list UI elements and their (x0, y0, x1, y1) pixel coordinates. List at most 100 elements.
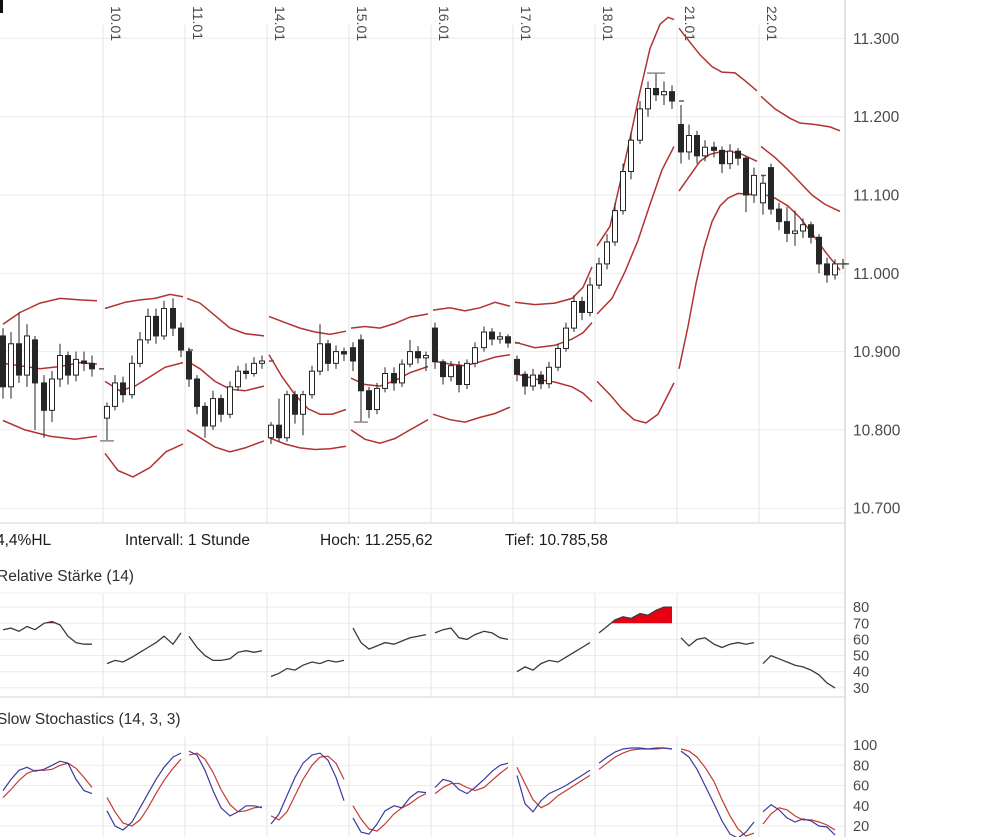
x-axis-date-label: 17.01 (518, 6, 534, 41)
candle (711, 146, 717, 151)
x-axis-date-label: 10.01 (108, 6, 124, 41)
candle (776, 208, 782, 223)
stoch-d-line (270, 755, 345, 821)
bollinger-band-u (596, 16, 675, 247)
tick-label: 80 (853, 600, 869, 616)
stoch-k-line (188, 750, 263, 817)
bollinger-band-u (186, 297, 265, 337)
bollinger-band-m (514, 322, 593, 349)
candle (276, 424, 282, 439)
candle (604, 241, 610, 265)
candle (538, 374, 544, 385)
tick-label: 20 (853, 819, 869, 835)
stoch-d-line (352, 793, 427, 832)
candle (210, 398, 216, 427)
candle (202, 405, 208, 427)
candle (792, 230, 798, 234)
bollinger-band-m (268, 354, 347, 415)
x-axis-date-label: 16.01 (436, 6, 452, 41)
candle (309, 370, 315, 396)
tick-label: 10.800 (853, 422, 901, 439)
stoch-d-line (188, 752, 263, 813)
candle (579, 300, 585, 313)
candle (637, 108, 643, 141)
candle (366, 390, 372, 411)
window-edge-artifact (0, 0, 3, 13)
candle (32, 339, 38, 384)
bollinger-band-m (596, 146, 675, 315)
tick-label: 10.900 (853, 344, 901, 361)
percent-hl-label: 4,4%HL (0, 532, 52, 549)
candle (145, 315, 151, 341)
candle (81, 360, 87, 364)
tick-label: 30 (853, 681, 869, 697)
candle (218, 398, 224, 415)
candle (317, 343, 323, 372)
candle (481, 331, 487, 349)
bollinger-band-l (760, 192, 841, 271)
candle (16, 343, 22, 376)
candle (399, 363, 405, 384)
stoch-k-line (680, 750, 755, 837)
tick-label: 40 (853, 799, 869, 815)
candle (104, 405, 110, 419)
candle (57, 355, 63, 380)
candle (382, 373, 388, 389)
candle (563, 327, 569, 349)
candle (816, 236, 822, 265)
candle (743, 157, 749, 196)
candle (268, 424, 274, 439)
candle (89, 362, 95, 370)
candle (358, 339, 364, 392)
candle (161, 308, 167, 337)
candle (423, 355, 429, 359)
candle (719, 149, 725, 165)
candle (653, 88, 659, 96)
candle (112, 382, 118, 407)
candle (8, 343, 14, 388)
candle (129, 362, 135, 396)
rsi-overbought-fill (44, 607, 672, 624)
candle (472, 347, 478, 364)
candle (415, 351, 421, 359)
candle (24, 335, 30, 376)
candle (628, 139, 634, 173)
stoch-d-line (598, 747, 673, 770)
x-axis-date-label: 18.01 (600, 6, 616, 41)
x-axis-date-label: 22.01 (764, 6, 780, 41)
tick-label: 11.100 (853, 188, 900, 205)
candle (694, 134, 700, 157)
gridlines (0, 0, 846, 837)
candle (333, 351, 339, 364)
candle (546, 366, 552, 385)
tick-label: 11.200 (853, 109, 900, 126)
x-axis-date-label: 11.01 (190, 6, 206, 40)
candle (170, 308, 176, 329)
candle (407, 351, 413, 365)
x-axis-date-label: 21.01 (682, 6, 698, 41)
bollinger-band-u (514, 266, 593, 306)
candle (620, 171, 626, 212)
candle (727, 150, 733, 165)
stoch-k-line (352, 790, 427, 835)
stoch-k-line (2, 760, 93, 795)
tick-label: 100 (853, 738, 877, 754)
bollinger-band-l (268, 437, 347, 451)
bollinger-band-l (596, 380, 675, 424)
candle (341, 351, 347, 355)
stoch-d-line (106, 758, 182, 827)
candle (432, 327, 438, 363)
bollinger-band-u (350, 313, 429, 329)
candle (530, 374, 536, 387)
candle (41, 382, 47, 411)
candle (49, 378, 55, 411)
candle (440, 361, 446, 378)
candle (678, 124, 684, 153)
stoch-k-line (270, 752, 345, 825)
stoch-d-line (762, 807, 836, 831)
candle (178, 327, 184, 351)
candle (489, 331, 495, 340)
bollinger-band-m (186, 360, 265, 392)
